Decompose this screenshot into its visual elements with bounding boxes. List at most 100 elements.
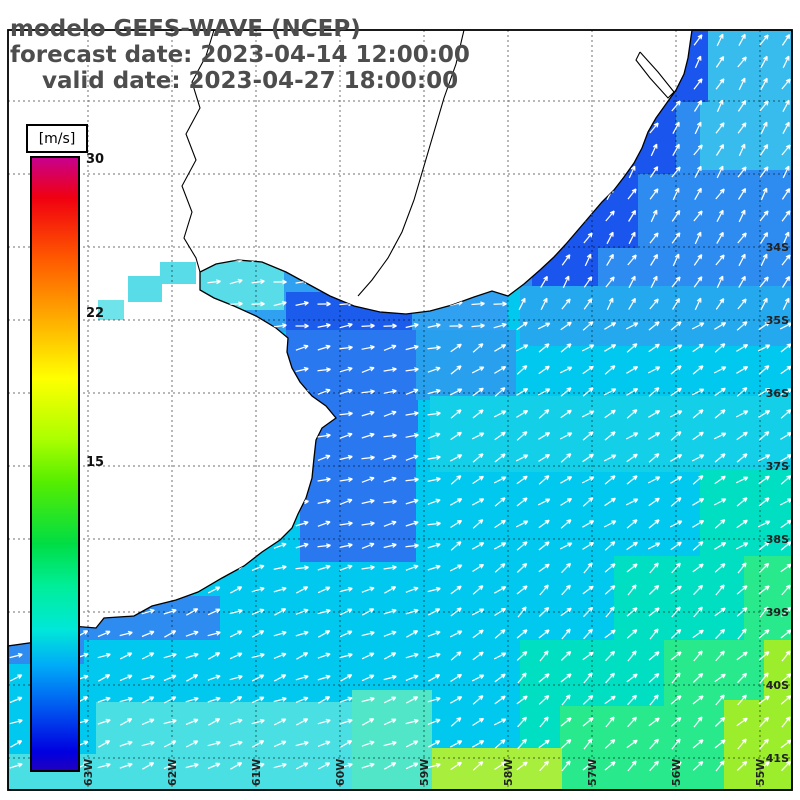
speed-patch <box>352 690 432 790</box>
wind-arrow <box>317 608 331 615</box>
wind-arrow <box>318 234 331 242</box>
wind-arrow <box>163 586 177 593</box>
wind-arrow <box>427 586 441 593</box>
wind-arrow <box>427 476 441 483</box>
wind-arrow <box>494 673 506 683</box>
wind-arrow <box>295 323 309 329</box>
wind-arrow <box>583 628 593 640</box>
wind-arrow <box>539 716 549 728</box>
wind-arrow <box>185 345 199 351</box>
wind-arrow <box>714 387 726 397</box>
wind-arrow <box>164 343 176 353</box>
wind-arrow <box>606 121 614 135</box>
wind-arrow <box>692 629 704 639</box>
wind-arrow <box>647 542 661 550</box>
wind-arrow <box>759 34 769 46</box>
wind-arrow <box>208 167 220 177</box>
wind-arrow <box>10 189 22 199</box>
wind-arrow <box>560 476 573 484</box>
wind-arrow <box>449 257 463 263</box>
wind-arrow <box>516 651 528 661</box>
wind-arrow <box>164 630 177 638</box>
wind-arrow <box>251 586 265 593</box>
wind-arrow <box>605 716 615 728</box>
wind-arrow <box>251 279 265 285</box>
wind-arrow <box>318 696 331 704</box>
wind-arrow <box>339 388 353 395</box>
wind-arrow <box>648 432 661 440</box>
wind-arrow <box>273 521 287 527</box>
wind-arrow <box>472 387 484 397</box>
wind-arrow <box>539 760 549 772</box>
wind-arrow <box>295 762 309 770</box>
wind-arrow <box>671 100 681 112</box>
wind-arrow <box>361 146 375 154</box>
wind-arrow <box>626 607 638 617</box>
wind-arrow <box>119 454 133 462</box>
wind-arrow <box>450 717 462 727</box>
wind-arrow <box>781 716 791 728</box>
wind-arrow <box>185 608 199 616</box>
wind-arrow <box>517 34 527 46</box>
wind-arrow <box>251 322 265 329</box>
wind-arrow <box>339 521 353 527</box>
wind-arrow <box>361 366 375 373</box>
wind-arrow <box>207 586 221 594</box>
wind-arrow <box>606 231 614 245</box>
wind-arrow <box>538 365 550 375</box>
wind-arrow <box>405 520 419 527</box>
wind-arrow <box>384 233 396 243</box>
wind-arrow <box>273 256 287 263</box>
wind-arrow <box>583 562 593 574</box>
wind-arrow <box>361 652 375 660</box>
wind-arrow <box>273 455 287 461</box>
wind-arrow <box>518 297 526 311</box>
wind-arrow <box>716 231 724 244</box>
wind-arrow <box>9 234 23 242</box>
wind-arrow <box>714 519 726 529</box>
wind-arrow <box>472 475 484 485</box>
wind-arrow <box>229 740 243 747</box>
wind-arrow <box>560 650 572 661</box>
wind-arrow <box>735 542 749 550</box>
wind-arrow <box>694 297 702 311</box>
wind-arrow <box>516 365 528 375</box>
wind-arrow <box>780 475 792 485</box>
wind-arrow <box>98 211 110 221</box>
wind-arrow <box>582 695 594 705</box>
wind-arrow <box>670 497 682 507</box>
wind-arrow <box>207 630 221 637</box>
wind-arrow <box>10 542 23 550</box>
wind-arrow <box>539 78 549 90</box>
wind-arrow <box>361 476 375 483</box>
wind-arrow <box>405 322 419 329</box>
wind-arrow <box>251 608 265 615</box>
wind-arrow <box>339 630 353 638</box>
wind-arrow <box>604 585 616 595</box>
wind-arrow <box>229 301 243 307</box>
wind-arrow <box>229 344 243 351</box>
wind-arrow <box>427 388 441 395</box>
wind-arrow <box>561 122 571 134</box>
wind-arrow <box>361 432 375 439</box>
wind-arrow <box>295 410 309 417</box>
wind-arrow <box>694 165 702 178</box>
wind-arrow <box>274 608 287 616</box>
wind-arrow <box>583 100 593 112</box>
wind-arrow <box>540 99 548 113</box>
wind-arrow <box>715 298 725 310</box>
wind-arrow <box>626 409 638 419</box>
wind-arrow <box>229 476 243 483</box>
wind-arrow <box>517 100 527 112</box>
forecast-date-label: forecast date: 2023-04-14 12:00:00 <box>10 42 470 68</box>
wind-arrow <box>604 563 616 573</box>
wind-arrow <box>538 475 550 485</box>
wind-arrow <box>782 55 790 69</box>
wind-arrow <box>671 232 681 244</box>
wind-arrow <box>604 344 617 352</box>
wind-arrow <box>603 454 617 462</box>
wind-arrow <box>471 301 485 307</box>
wind-arrow <box>737 694 747 706</box>
